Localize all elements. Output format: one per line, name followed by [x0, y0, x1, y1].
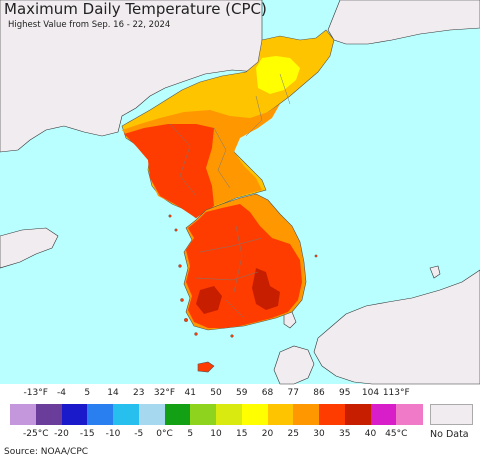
legend-swatch [138, 404, 165, 425]
fahrenheit-tick: 77 [287, 388, 299, 398]
shandong-peninsula [0, 227, 59, 269]
color-legend: -13°F -4 5 14 23 32°F 41 50 59 68 77 86 95 104 113°F -… [0, 384, 480, 444]
north-korea-red-zone [124, 124, 214, 218]
fahrenheit-tick: 86 [313, 388, 325, 398]
fahrenheit-tick: 41 [184, 388, 196, 398]
celsius-tick: -20 [54, 429, 69, 439]
celsius-tick: -25°C [23, 429, 49, 439]
dark-red-zone-southwest [196, 286, 222, 314]
north-korea-yellow-zone [256, 56, 300, 94]
fahrenheit-tick: 68 [261, 388, 274, 398]
legend-swatch [267, 404, 294, 425]
coastal-islands [168, 214, 318, 338]
celsius-tick: 45°C [385, 429, 408, 439]
fahrenheit-tick: 95 [339, 388, 351, 398]
jeju-island [197, 361, 215, 373]
celsius-tick: 30 [313, 429, 325, 439]
japan-honshu [313, 269, 480, 385]
japan-island-north [429, 265, 441, 279]
celsius-tick: 15 [236, 429, 248, 439]
celsius-tick: 35 [339, 429, 351, 439]
source-credit: Source: NOAA/CPC [4, 447, 89, 457]
fahrenheit-tick: -4 [57, 388, 66, 398]
fahrenheit-tick: 5 [84, 388, 91, 398]
fahrenheit-tick: -13°F [23, 388, 48, 398]
dark-red-zone-southeast [252, 268, 280, 310]
celsius-tick: -5 [134, 429, 144, 439]
legend-swatch [61, 404, 88, 425]
celsius-tick: 25 [287, 429, 299, 439]
celsius-tick: 0°C [156, 429, 173, 439]
legend-swatch [35, 404, 62, 425]
province-borders [169, 73, 291, 319]
no-data-label: No Data [430, 429, 469, 440]
fahrenheit-tick: 14 [107, 388, 119, 398]
legend-swatch [216, 404, 243, 425]
legend-swatch [10, 404, 37, 425]
japan-kyushu [273, 345, 315, 385]
celsius-tick: -15 [79, 429, 95, 439]
legend-swatch [87, 404, 114, 425]
fahrenheit-tick: 113°F [382, 388, 410, 398]
legend-swatch [344, 404, 371, 425]
celsius-tick: 5 [187, 429, 194, 439]
map-subtitle: Highest Value from Sep. 16 - 22, 2024 [8, 20, 171, 30]
legend-swatch [319, 404, 346, 425]
legend-swatch [113, 404, 140, 425]
fahrenheit-tick: 23 [133, 388, 145, 398]
celsius-tick: 10 [210, 429, 222, 439]
legend-swatch [241, 404, 268, 425]
legend-swatch [293, 404, 320, 425]
legend-swatch [190, 404, 217, 425]
fahrenheit-tick: 32°F [153, 388, 176, 398]
fahrenheit-tick: 59 [236, 388, 248, 398]
fahrenheit-tick: 104 [361, 388, 380, 398]
map-title: Maximum Daily Temperature (CPC) [4, 0, 267, 18]
legend-swatch [164, 404, 191, 425]
legend-swatch [396, 404, 423, 425]
celsius-tick: 40 [364, 429, 377, 439]
celsius-tick: 20 [261, 429, 274, 439]
fahrenheit-tick: 50 [210, 388, 222, 398]
celsius-tick: -10 [105, 429, 121, 439]
legend-swatch [370, 404, 397, 425]
no-data-swatch [430, 404, 473, 425]
russia-landmass [327, 0, 480, 45]
